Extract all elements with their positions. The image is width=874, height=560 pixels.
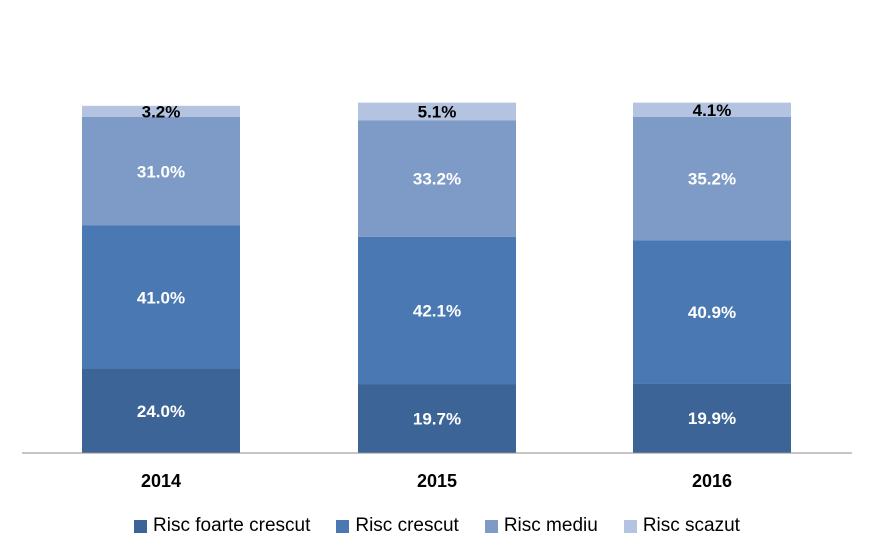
x-tick-label-2015: 2015 bbox=[417, 471, 457, 491]
data-label-2015-3: 33.2% bbox=[413, 170, 461, 189]
x-tick-label-2014: 2014 bbox=[141, 471, 181, 491]
bars-layer bbox=[82, 102, 791, 453]
bar-segment-2014-4 bbox=[82, 105, 240, 117]
data-label-2014-4: 3.2% bbox=[142, 102, 181, 121]
data-label-2015-1: 19.7% bbox=[413, 410, 461, 429]
legend-label: Risc foarte crescut bbox=[153, 515, 311, 536]
bar-segment-2015-2 bbox=[358, 236, 516, 385]
bar-segment-2016-3 bbox=[633, 117, 791, 241]
data-label-2014-2: 41.0% bbox=[137, 288, 185, 307]
data-label-2016-1: 19.9% bbox=[688, 409, 736, 428]
data-label-2015-4: 5.1% bbox=[418, 103, 457, 122]
data-label-2014-1: 24.0% bbox=[137, 402, 185, 421]
legend-item-4: Risc scazut bbox=[623, 515, 740, 537]
data-label-2015-2: 42.1% bbox=[413, 301, 461, 320]
legend-swatch bbox=[623, 519, 637, 533]
bar-segment-2016-2 bbox=[633, 240, 791, 384]
bar-segment-2016-1 bbox=[633, 383, 791, 453]
legend: Risc foarte crescut Risc crescut Risc medi… bbox=[0, 512, 874, 540]
data-label-2014-3: 31.0% bbox=[137, 162, 185, 181]
legend-label: Risc scazut bbox=[642, 515, 740, 536]
bar-segment-2014-3 bbox=[82, 117, 240, 226]
legend-swatch bbox=[484, 519, 498, 533]
bar-segment-2015-4 bbox=[358, 102, 516, 121]
stacked-bar-chart: 24.0% 41.0% 31.0% 3.2% 19.7% 42.1% 33.2% 5.1% 19… bbox=[22, 101, 852, 491]
bar-segment-2014-1 bbox=[82, 369, 240, 453]
legend-label: Risc mediu bbox=[503, 515, 598, 536]
bar-segment-2015-3 bbox=[358, 120, 516, 237]
legend-item-2: Risc crescut bbox=[336, 515, 459, 537]
legend-swatch bbox=[134, 519, 148, 533]
x-tick-label-2016: 2016 bbox=[692, 471, 732, 491]
data-labels-layer: 24.0% 41.0% 31.0% 3.2% 19.7% 42.1% 33.2% 5.1% 19… bbox=[137, 101, 736, 429]
data-label-2016-4: 4.1% bbox=[693, 101, 732, 120]
bar-segment-2016-4 bbox=[633, 102, 791, 117]
legend-item-1: Risc foarte crescut bbox=[134, 515, 310, 537]
x-tick-labels: 2014 2015 2016 bbox=[141, 471, 732, 491]
bar-segment-2015-1 bbox=[358, 384, 516, 453]
legend-label: Risc crescut bbox=[355, 515, 459, 536]
legend-item-3: Risc mediu bbox=[484, 515, 598, 537]
data-label-2016-3: 35.2% bbox=[688, 170, 736, 189]
legend-swatch bbox=[336, 519, 350, 533]
data-label-2016-2: 40.9% bbox=[688, 303, 736, 322]
bar-segment-2014-2 bbox=[82, 225, 240, 369]
